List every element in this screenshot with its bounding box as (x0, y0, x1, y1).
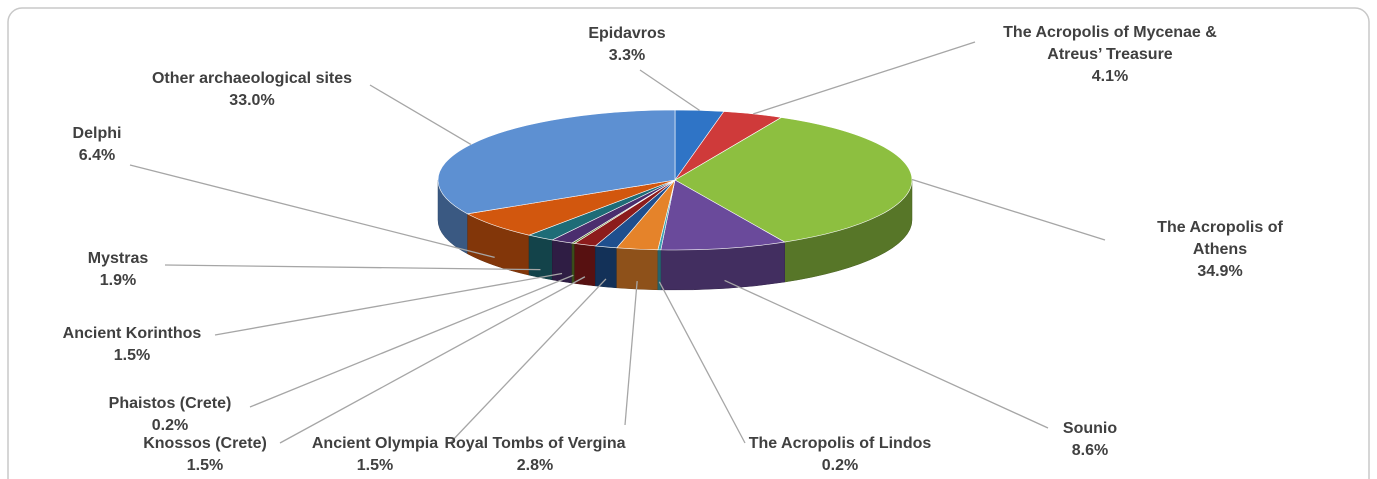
pie-slice (660, 179, 786, 251)
slice-value: 34.9% (1197, 263, 1243, 280)
leader-line (214, 272, 563, 336)
data-label: Other archaeological sites 33.0% (152, 68, 352, 112)
slice-value: 6.4% (78, 147, 116, 164)
slice-value: 4.1% (1091, 68, 1129, 85)
leader-line (249, 274, 574, 408)
pie-side (574, 243, 596, 287)
leader-line (369, 84, 472, 145)
data-label: Sounio 8.6% (1063, 418, 1117, 462)
slice-value: 8.6% (1071, 442, 1109, 459)
slice-name: Ancient Korinthos (62, 325, 202, 342)
data-label: The Acropolis of Athens 34.9% (1142, 217, 1299, 283)
slice-name: The Acropolis of Lindos (748, 435, 932, 452)
data-label: The Acropolis of Lindos 0.2% (749, 433, 932, 477)
slice-name: Knossos (Crete) (143, 435, 267, 452)
slice-name: Mystras (87, 250, 149, 267)
data-label: Phaistos (Crete) 0.2% (109, 393, 232, 437)
leader-line (658, 281, 746, 444)
slice-name: Phaistos (Crete) (108, 395, 232, 412)
data-label: Knossos (Crete) 1.5% (143, 433, 267, 477)
chart-border (7, 7, 1370, 479)
slice-name: Other archaeological sites (151, 70, 353, 87)
pie-side (595, 245, 617, 289)
leader-line (129, 164, 495, 259)
slice-name: Epidavros (588, 25, 666, 42)
pie-side (571, 242, 575, 284)
leader-line (164, 264, 541, 271)
data-label: Delphi 6.4% (73, 123, 122, 167)
leader-line (753, 41, 976, 115)
slice-name: Royal Tombs of Vergina (444, 435, 626, 452)
slice-value: 2.8% (516, 457, 554, 474)
slice-name: Sounio (1062, 420, 1118, 437)
data-label: Royal Tombs of Vergina 2.8% (444, 433, 625, 477)
data-label: Ancient Korinthos 1.5% (63, 323, 202, 367)
slice-name: The Acropolis of Mycenae & Atreus’ Treas… (1003, 24, 1217, 63)
leader-line (911, 178, 1106, 241)
leader-line (279, 276, 586, 444)
leader-line (639, 69, 700, 111)
slice-value: 33.0% (229, 92, 275, 109)
data-label: Epidavros 3.3% (588, 23, 665, 67)
slice-value: 1.5% (113, 347, 151, 364)
leader-line (449, 278, 607, 444)
slice-value: 1.5% (186, 457, 224, 474)
slice-value: 1.9% (99, 272, 137, 289)
pie-side (528, 234, 553, 281)
data-label: Ancient Olympia 1.5% (312, 433, 438, 477)
data-label: The Acropolis of Mycenae & Atreus’ Treas… (980, 22, 1240, 88)
slice-name: Delphi (72, 125, 122, 142)
slice-value: 0.2% (151, 417, 189, 434)
data-label: Mystras 1.9% (88, 248, 148, 292)
pie-slice (437, 109, 676, 215)
leader-line (724, 279, 1049, 429)
leader-line (624, 281, 638, 426)
slice-value: 3.3% (608, 47, 646, 64)
slice-name: Ancient Olympia (311, 435, 439, 452)
slice-value: 0.2% (821, 457, 859, 474)
slice-name: The Acropolis of Athens (1157, 219, 1283, 258)
slice-value: 1.5% (356, 457, 394, 474)
pie-slice (674, 117, 913, 243)
